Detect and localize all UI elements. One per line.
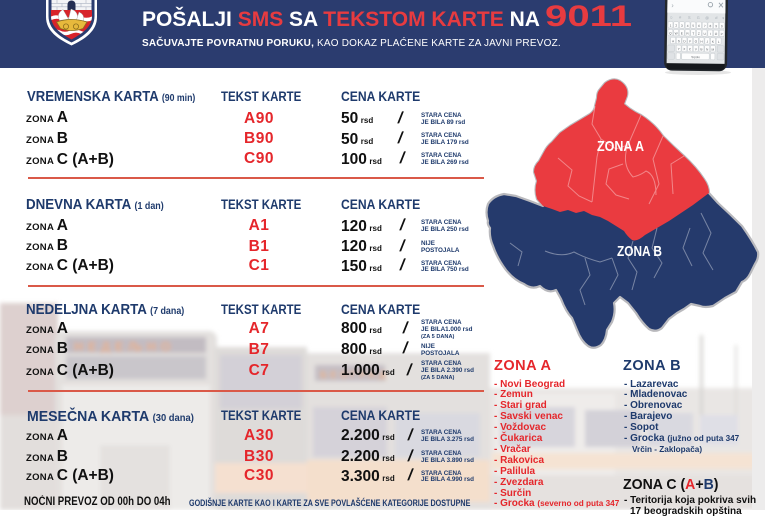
svg-text:↺: ↺ <box>715 16 719 20</box>
svg-text:НЕДЕЉНО: НЕДЕЉНО <box>74 339 175 354</box>
svg-text:H: H <box>700 40 703 44</box>
svg-text:P: P <box>721 32 723 36</box>
svg-text:4: 4 <box>687 24 689 28</box>
svg-text:A: A <box>672 39 675 43</box>
svg-text:C: C <box>689 47 692 51</box>
svg-text:☺: ☺ <box>669 16 673 20</box>
svg-text:N: N <box>706 48 709 52</box>
svg-text:V: V <box>695 47 698 51</box>
svg-text:›: › <box>671 3 674 10</box>
svg-text:R: R <box>686 32 689 36</box>
svg-text:K: K <box>712 40 715 44</box>
svg-text:T: T <box>692 32 694 36</box>
svg-text:▾: ▾ <box>722 16 724 20</box>
svg-text:G: G <box>697 16 700 20</box>
svg-text:3: 3 <box>681 24 683 28</box>
svg-text:D: D <box>683 39 686 43</box>
svg-text:9: 9 <box>715 24 717 28</box>
svg-text:@: @ <box>705 16 709 20</box>
svg-text:O: O <box>715 32 718 36</box>
svg-text:B: B <box>700 47 702 51</box>
svg-text:S: S <box>688 16 691 20</box>
svg-text:W: W <box>675 31 678 35</box>
svg-text:F: F <box>689 39 691 43</box>
svg-text:ZONA B: ZONA B <box>617 243 662 260</box>
svg-text:7: 7 <box>704 24 706 28</box>
svg-text:6: 6 <box>698 24 700 28</box>
svg-text:2: 2 <box>675 24 677 28</box>
svg-text:L: L <box>718 40 720 44</box>
svg-text:БЕОГРАД: БЕОГРАД <box>320 370 389 381</box>
svg-text:1: 1 <box>670 24 672 28</box>
svg-text:Y: Y <box>678 47 681 51</box>
svg-text:8: 8 <box>710 24 712 28</box>
svg-text:0: 0 <box>721 24 723 28</box>
svg-text:Srpski: Srpski <box>691 55 700 59</box>
svg-text:E: E <box>681 32 683 36</box>
svg-text:U: U <box>703 32 706 36</box>
svg-text:Q: Q <box>669 31 672 35</box>
svg-text:5: 5 <box>692 24 694 28</box>
svg-text:#: # <box>679 16 682 20</box>
svg-text:G: G <box>695 40 698 44</box>
svg-text:ZONA A: ZONA A <box>597 138 644 155</box>
svg-text:S: S <box>678 39 680 43</box>
svg-text:J: J <box>706 40 708 44</box>
svg-text:M: M <box>712 48 715 52</box>
svg-text:I: I <box>710 32 711 36</box>
svg-text:Z: Z <box>698 32 700 36</box>
svg-text:X: X <box>683 47 686 51</box>
